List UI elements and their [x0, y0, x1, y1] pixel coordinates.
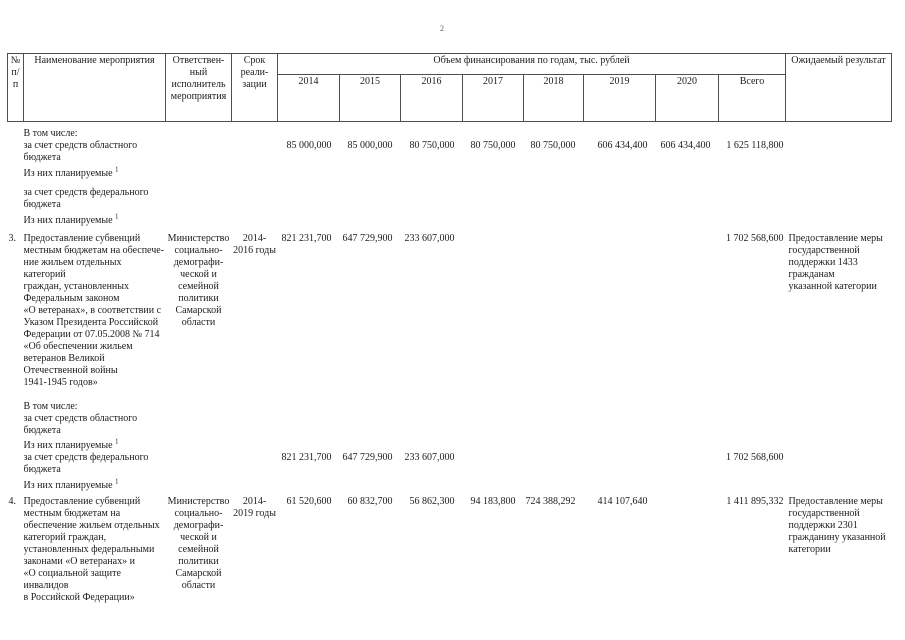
planned-note: Из них планируемые 1: [23, 212, 119, 226]
value-2016: 233 607,000: [404, 452, 455, 463]
value-2017: [463, 452, 524, 476]
header-expected-result: Ожидаемый результат: [785, 53, 892, 122]
value-total: 1 702 568,600: [726, 233, 784, 244]
table-row: Из них планируемые 1: [8, 476, 892, 492]
header-year-2017: 2017: [462, 74, 524, 122]
table-row-activity-3: 3. Предоставление субвенций местным бюдж…: [8, 227, 892, 389]
table-row: В том числе: за счет средств областного …: [8, 389, 892, 437]
value-2019: 606 434,400: [597, 140, 648, 151]
header-total: Всего: [718, 74, 786, 122]
value-total: 1 411 895,332: [726, 496, 784, 507]
table-row: Из них планируемые 1: [8, 164, 892, 180]
value-2018: [524, 227, 584, 389]
value-2017: 80 750,000: [470, 140, 516, 151]
value-2020: [656, 227, 719, 389]
value-2014: 61 520,600: [286, 496, 332, 507]
financing-table: № п/п Наименование мероприятия Ответстве…: [7, 53, 892, 604]
value-2017: 94 183,800: [470, 496, 516, 507]
value-2018: 724 388,292: [525, 496, 576, 507]
footnote-ref: 1: [115, 212, 119, 221]
value-2018: [524, 452, 584, 476]
planned-note: Из них планируемые 1: [23, 437, 119, 451]
budget-source-label: В том числе: за счет средств областного …: [23, 128, 138, 163]
header-year-2019: 2019: [583, 74, 656, 122]
header-year-2014: 2014: [277, 74, 340, 122]
value-2019: 414 107,640: [597, 496, 648, 507]
value-2017: [463, 227, 524, 389]
table-row-activity-4: 4. Предоставление субвенций местным бюдж…: [8, 492, 892, 604]
value-2014: 821 231,700: [281, 452, 332, 463]
value-2014: 85 000,000: [286, 140, 332, 151]
term: 2014- 2019 годы: [233, 496, 276, 519]
value-2019: [584, 452, 656, 476]
value-2018: 80 750,000: [530, 140, 576, 151]
row-number: 3.: [8, 233, 17, 244]
value-total: 1 702 568,600: [726, 452, 784, 463]
header-financing: Объем финансирования по годам, тыс. рубл…: [277, 53, 786, 75]
value-total: 1 625 118,800: [726, 140, 784, 151]
budget-source-label: за счет средств федерального бюджета: [23, 452, 149, 475]
value-2019: [584, 227, 656, 389]
value-2020: [656, 492, 719, 604]
executor: Министерство социально- демографи- ческо…: [167, 233, 230, 328]
value-2016: 56 862,300: [409, 496, 455, 507]
value-2020: 606 434,400: [660, 140, 711, 151]
value-2020: [656, 452, 719, 476]
value-2015: 647 729,900: [342, 233, 393, 244]
page-number: 2: [440, 24, 444, 33]
value-2016: 80 750,000: [409, 140, 455, 151]
table-row: В том числе: за счет средств областного …: [8, 122, 892, 165]
header-executor: Ответствен- ный исполнитель мероприятия: [165, 53, 232, 122]
header-year-2016: 2016: [400, 74, 463, 122]
header-term: Срок реали- зации: [231, 53, 278, 122]
header-year-2015: 2015: [339, 74, 401, 122]
expected-result: Предоставление меры государственной подд…: [788, 496, 886, 555]
header-year-2018: 2018: [523, 74, 584, 122]
table-row: за счет средств федерального бюджета: [8, 180, 892, 211]
planned-note: Из них планируемые 1: [23, 165, 119, 179]
budget-source-label: за счет средств федерального бюджета: [23, 187, 149, 210]
row-number: 4.: [8, 496, 17, 507]
term: 2014- 2016 годы: [233, 233, 276, 256]
footnote-ref: 1: [115, 477, 119, 486]
expected-result: Предоставление меры государственной подд…: [788, 233, 883, 292]
header-year-2020: 2020: [655, 74, 719, 122]
activity-name: Предоставление субвенций местным бюджета…: [23, 233, 165, 388]
budget-source-label: В том числе: за счет средств областного …: [23, 401, 138, 436]
value-2016: 233 607,000: [404, 233, 455, 244]
value-2015: 647 729,900: [342, 452, 393, 463]
value-2015: 85 000,000: [347, 140, 393, 151]
table-row: за счет средств федерального бюджета 821…: [8, 452, 892, 476]
header-num: № п/п: [7, 53, 24, 122]
footnote-ref: 1: [115, 165, 119, 174]
planned-note: Из них планируемые 1: [23, 477, 119, 491]
executor: Министерство социально- демографи- ческо…: [167, 496, 230, 591]
value-2015: 60 832,700: [347, 496, 393, 507]
footnote-ref: 1: [115, 437, 119, 446]
value-2014: 821 231,700: [281, 233, 332, 244]
header-activity-name: Наименование мероприятия: [23, 53, 166, 122]
table-row: Из них планируемые 1: [8, 437, 892, 452]
table-row: Из них планируемые 1: [8, 211, 892, 227]
activity-name: Предоставление субвенций местным бюджета…: [23, 496, 160, 603]
